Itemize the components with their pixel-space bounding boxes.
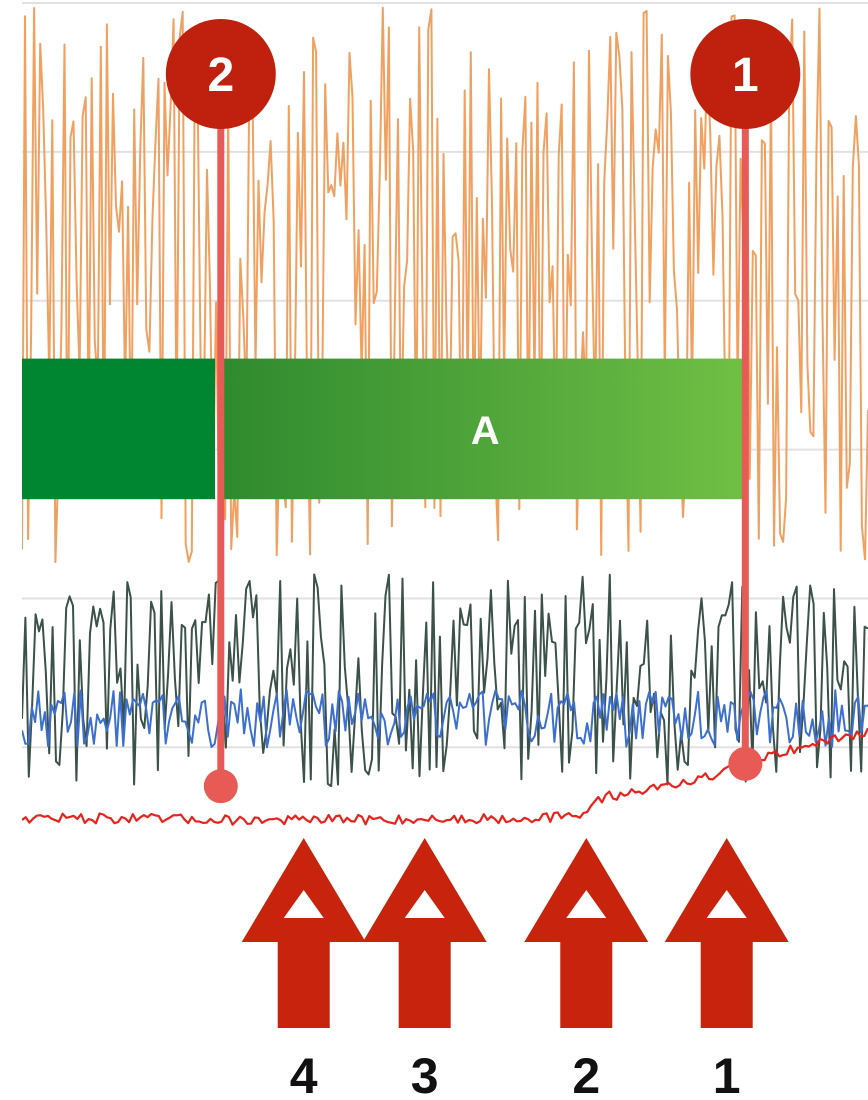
- arrow-shape: [362, 838, 487, 1028]
- marker-badge: [165, 19, 276, 129]
- arrow-inner-triangle: [566, 890, 607, 918]
- arrow-label: 1: [713, 1048, 741, 1100]
- band-segment-left: [22, 358, 216, 500]
- marker-dot: [203, 769, 238, 804]
- phase-band: A: [22, 358, 746, 500]
- arrow-inner-triangle: [706, 890, 747, 918]
- band-segment-a: [219, 358, 746, 500]
- series-line-red: [22, 727, 868, 826]
- band-label: A: [471, 409, 500, 453]
- arrow-shape: [664, 838, 789, 1028]
- arrows: 4 3 2 1: [241, 838, 789, 1100]
- marker-badge: [690, 19, 801, 129]
- arrow-label: 4: [290, 1048, 318, 1100]
- marker-label: 1: [732, 49, 759, 102]
- arrow-label: 2: [572, 1048, 600, 1100]
- arrow-inner-triangle: [283, 890, 324, 918]
- arrow-inner-triangle: [404, 890, 445, 918]
- arrow-label: 3: [411, 1048, 439, 1100]
- marker-label: 2: [207, 49, 234, 102]
- series-line-blue: [22, 688, 868, 749]
- arrow-shape: [241, 838, 366, 1028]
- series-line-dark: [22, 573, 868, 788]
- marker-dot: [728, 746, 763, 781]
- arrow-shape: [524, 838, 649, 1028]
